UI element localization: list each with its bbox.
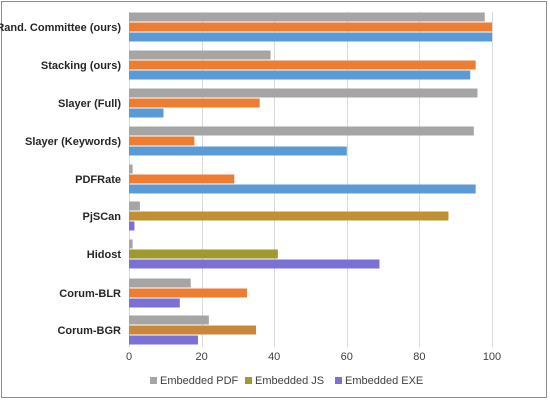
bar-embedded-pdf — [129, 164, 133, 174]
category-label: Corum-BLR — [59, 288, 121, 300]
legend-label: Embedded EXE — [345, 375, 423, 387]
bar-embedded-exe — [129, 70, 471, 80]
category-label: Slayer (Keywords) — [25, 136, 121, 148]
category-label: Corum-BGR — [57, 325, 121, 337]
category-label: Slayer (Full) — [58, 98, 121, 110]
x-tick-label: 20 — [195, 351, 207, 363]
bar-embedded-pdf — [129, 201, 140, 211]
bar-embedded-exe — [129, 32, 492, 42]
x-tick-label: 80 — [413, 351, 425, 363]
bar-embedded-pdf — [129, 126, 474, 136]
x-tick-label: 40 — [268, 351, 280, 363]
bar-embedded-js — [129, 98, 260, 108]
bar-embedded-exe — [129, 146, 347, 156]
bar-embedded-exe — [129, 335, 198, 345]
bar-embedded-js — [129, 174, 235, 184]
bar-embedded-pdf — [129, 50, 271, 60]
category-labels: Rand. Committee (ours) Stacking (ours) Sla… — [0, 22, 121, 337]
bar-embedded-pdf — [129, 12, 485, 22]
legend: Embedded PDF Embedded JS Embedded EXE — [150, 375, 423, 387]
bar-embedded-js — [129, 211, 449, 221]
bar-embedded-js — [129, 288, 247, 298]
bar-embedded-pdf — [129, 315, 209, 325]
bar-embedded-js — [129, 136, 195, 146]
bar-embedded-exe — [129, 184, 476, 194]
bar-embedded-exe — [129, 259, 380, 269]
legend-swatch — [245, 377, 252, 384]
bar-embedded-exe — [129, 221, 135, 231]
bar-embedded-exe — [129, 108, 164, 118]
category-label: Hidost — [87, 249, 122, 261]
bar-embedded-js — [129, 325, 257, 335]
bar-embedded-pdf — [129, 239, 133, 249]
bar-embedded-exe — [129, 298, 180, 308]
x-tick-label: 0 — [126, 351, 132, 363]
category-label: Rand. Committee (ours) — [0, 22, 121, 34]
legend-label: Embedded JS — [255, 375, 324, 387]
category-label: PDFRate — [75, 174, 121, 186]
legend-swatch — [150, 377, 157, 384]
bar-embedded-pdf — [129, 278, 191, 288]
bars — [129, 12, 492, 345]
x-tick-label: 60 — [341, 351, 353, 363]
legend-label: Embedded PDF — [160, 375, 239, 387]
bar-embedded-js — [129, 60, 476, 70]
bar-embedded-pdf — [129, 88, 478, 98]
bar-embedded-js — [129, 249, 278, 259]
category-label: Stacking (ours) — [41, 60, 121, 72]
x-tick-label: 100 — [483, 351, 501, 363]
category-label: PjSCan — [82, 211, 121, 223]
legend-swatch — [335, 377, 342, 384]
x-tick-labels: 0 20 40 60 80 100 — [126, 351, 501, 363]
bar-embedded-js — [129, 22, 492, 32]
